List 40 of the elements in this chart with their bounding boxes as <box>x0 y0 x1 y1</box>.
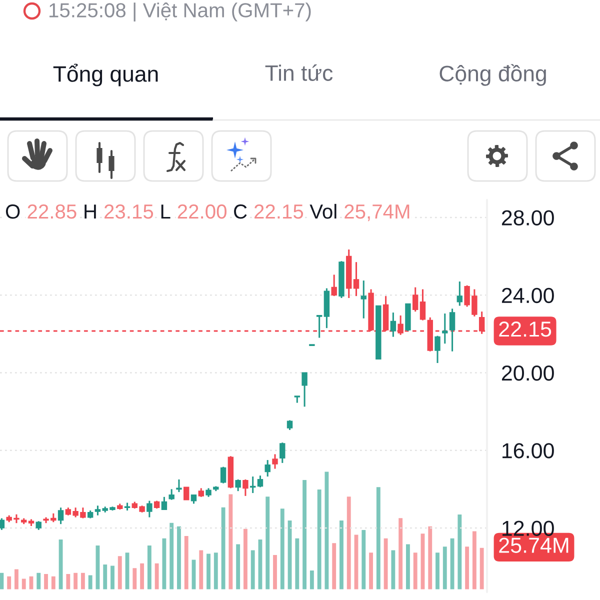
y-tick-label: 16.00 <box>502 443 554 458</box>
text: Tổng quan <box>53 64 158 86</box>
candlestick <box>280 442 286 464</box>
candlestick <box>449 308 456 352</box>
candlestick <box>456 280 463 307</box>
candlestick <box>235 478 241 492</box>
candlestick <box>272 453 278 470</box>
candlestick <box>316 314 322 339</box>
y-tick-label: 24.00 <box>502 288 554 304</box>
candlestick <box>146 500 152 518</box>
candlestick <box>420 288 426 322</box>
y-tick-label: 12.00 <box>502 520 554 536</box>
candlestick <box>434 335 440 364</box>
text: O 22.85 H 23.15 L 22.00 C 22.15 Vol 25,74M <box>6 204 410 222</box>
candlestick <box>0 517 5 531</box>
candlestick <box>302 372 308 408</box>
candlestick <box>442 312 448 344</box>
y-tick-label: 28.00 <box>502 210 554 226</box>
candlestick <box>331 274 337 297</box>
text: 25.74M <box>499 538 568 553</box>
candlestick <box>257 474 264 488</box>
candlestick <box>94 504 101 516</box>
candlestick <box>176 478 182 493</box>
text: Cộng đồng <box>440 64 546 86</box>
candlestick <box>264 459 270 478</box>
candlestick <box>220 466 226 484</box>
candlestick <box>360 280 366 320</box>
candlestick <box>353 261 360 297</box>
text: 15:25:08 | Việt Nam (GMT+7) <box>50 2 311 22</box>
candlestick <box>161 496 168 510</box>
candlestick <box>286 419 293 431</box>
y-tick-label: 20.00 <box>502 365 554 381</box>
candlestick <box>58 506 64 525</box>
candlestick <box>412 286 418 312</box>
text: Tin tức <box>265 64 333 81</box>
candlestick <box>390 312 396 338</box>
candlestick <box>242 478 248 497</box>
candlestick <box>168 488 174 501</box>
candlestick <box>184 486 190 500</box>
ref-line-label: 22.15 <box>499 322 552 337</box>
